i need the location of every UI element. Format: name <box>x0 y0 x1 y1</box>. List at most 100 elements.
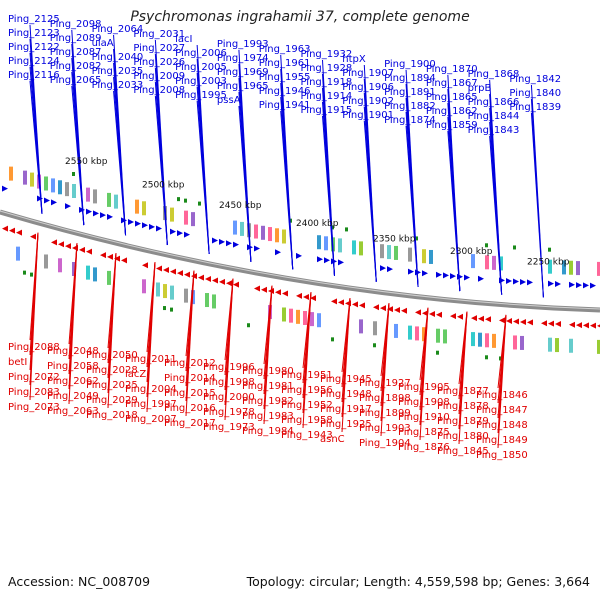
forward-gene-arrow <box>142 222 148 229</box>
reverse-gene-label: Ping_2015 <box>164 388 216 399</box>
cog-block-reverse <box>513 335 517 350</box>
reverse-gene-label: Ping_1910 <box>398 412 450 423</box>
reverse-gene-arrow <box>373 304 379 311</box>
reverse-gene-label: Ping_1847 <box>476 405 528 416</box>
rna-marker <box>247 323 250 328</box>
reverse-gene-label: lacZ <box>125 369 146 380</box>
cog-block-forward <box>597 261 600 276</box>
kbp-label: 2300 kbp <box>450 247 493 257</box>
forward-gene-arrow <box>527 279 533 286</box>
forward-gene-arrow <box>387 266 393 273</box>
forward-gene-arrow <box>590 282 596 289</box>
forward-gene-label: Ping_1946 <box>259 86 311 97</box>
reverse-gene-arrow <box>436 311 442 318</box>
forward-gene-label: Ping_1915 <box>301 105 353 116</box>
leader-line <box>405 125 419 287</box>
reverse-gene-label: Ping_1917 <box>320 404 372 415</box>
forward-gene-arrow <box>65 203 71 210</box>
forward-gene-label: Ping_1870 <box>426 64 478 75</box>
reverse-gene-label: Ping_1996 <box>203 362 255 373</box>
rna-marker <box>485 243 488 248</box>
reverse-gene-label: Ping_1877 <box>437 386 489 397</box>
cog-block-forward <box>107 192 111 207</box>
forward-gene-arrow <box>44 197 50 204</box>
reverse-gene-arrow <box>100 252 106 259</box>
reverse-gene-label: Ping_1997 <box>125 399 177 410</box>
reverse-gene-arrow <box>282 290 288 297</box>
forward-gene-label: Ping_2009 <box>133 71 185 82</box>
forward-gene-label: ulaA <box>92 38 114 49</box>
forward-gene-arrow <box>170 228 176 235</box>
reverse-gene-label: Ping_1958 <box>281 415 333 426</box>
reverse-gene-label: Ping_2072 <box>8 372 60 383</box>
forward-gene-label: Ping_1974 <box>217 53 269 64</box>
kbp-label: 2550 kbp <box>65 157 108 167</box>
forward-gene-label: Ping_1901 <box>342 110 394 121</box>
forward-gene-label: Ping_2124 <box>8 56 60 67</box>
reverse-gene-arrow <box>352 301 358 308</box>
reverse-gene-label: Ping_2004 <box>125 384 177 395</box>
forward-gene-label: Ping_1995 <box>175 90 227 101</box>
cog-block-reverse <box>58 258 62 273</box>
reverse-gene-arrow <box>429 310 435 317</box>
reverse-gene-arrow <box>548 320 554 327</box>
cog-block-forward <box>268 227 272 242</box>
rna-marker <box>373 343 376 348</box>
backbone-ring-highlight <box>0 210 600 310</box>
reverse-gene-arrow <box>219 278 225 285</box>
forward-gene-arrow <box>275 249 281 256</box>
cog-block-reverse <box>408 325 412 340</box>
reverse-gene-arrow <box>583 322 589 329</box>
cog-block-reverse <box>359 319 363 334</box>
cog-block-forward <box>282 229 286 244</box>
cog-block-forward <box>254 224 258 239</box>
reverse-gene-label: Ping_1948 <box>320 389 372 400</box>
leader-line <box>447 130 461 292</box>
cog-block-reverse <box>485 333 489 348</box>
reverse-gene-label: Ping_2025 <box>86 380 138 391</box>
forward-gene-label: htpX <box>342 54 366 65</box>
kbp-label: 2350 kbp <box>373 234 416 244</box>
forward-gene-label: Ping_1955 <box>259 72 311 83</box>
forward-gene-label: Ping_2065 <box>50 75 102 86</box>
leader-line <box>68 243 78 405</box>
reverse-gene-arrow <box>9 227 15 234</box>
cog-block-forward <box>23 170 27 185</box>
leader-line <box>238 105 252 263</box>
cog-block-forward <box>86 187 90 202</box>
forward-gene-arrow <box>100 212 106 219</box>
reverse-gene-arrow <box>254 285 260 292</box>
forward-gene-arrow <box>555 281 561 288</box>
reverse-gene-arrow <box>170 268 176 275</box>
reverse-gene-label: Ping_2029 <box>86 395 138 406</box>
cog-block-reverse <box>86 265 90 280</box>
forward-gene-label: Ping_1866 <box>468 97 520 108</box>
accession-text: Accession: NC_008709 <box>8 574 151 589</box>
leader-line <box>419 307 429 441</box>
forward-gene-arrow <box>226 240 232 247</box>
cog-block-reverse <box>317 313 321 328</box>
cog-block-reverse <box>72 261 76 276</box>
reverse-gene-arrow <box>79 246 85 253</box>
forward-gene-arrow <box>513 278 519 285</box>
reverse-gene-arrow <box>478 315 484 322</box>
reverse-gene-label: Ping_2007 <box>125 414 177 425</box>
forward-gene-arrow <box>184 231 190 238</box>
forward-gene-label: Ping_1941 <box>259 100 311 111</box>
forward-gene-label: pssA <box>217 95 241 106</box>
cog-block-forward <box>65 182 69 197</box>
cog-block-forward <box>72 183 76 198</box>
forward-gene-arrow <box>107 213 113 220</box>
forward-gene-arrow <box>506 277 512 284</box>
reverse-gene-label: Ping_2014 <box>164 373 216 384</box>
forward-gene-arrow <box>548 280 554 287</box>
reverse-gene-label: Ping_1984 <box>242 426 294 437</box>
cog-block-forward <box>359 241 363 256</box>
rna-marker <box>30 272 33 277</box>
rna-marker <box>331 337 334 342</box>
cog-block-reverse <box>310 312 314 327</box>
rna-marker <box>170 307 173 312</box>
forward-gene-arrow <box>478 275 484 282</box>
forward-gene-label: Ping_1993 <box>217 39 269 50</box>
reverse-gene-label: Ping_2048 <box>47 346 99 357</box>
